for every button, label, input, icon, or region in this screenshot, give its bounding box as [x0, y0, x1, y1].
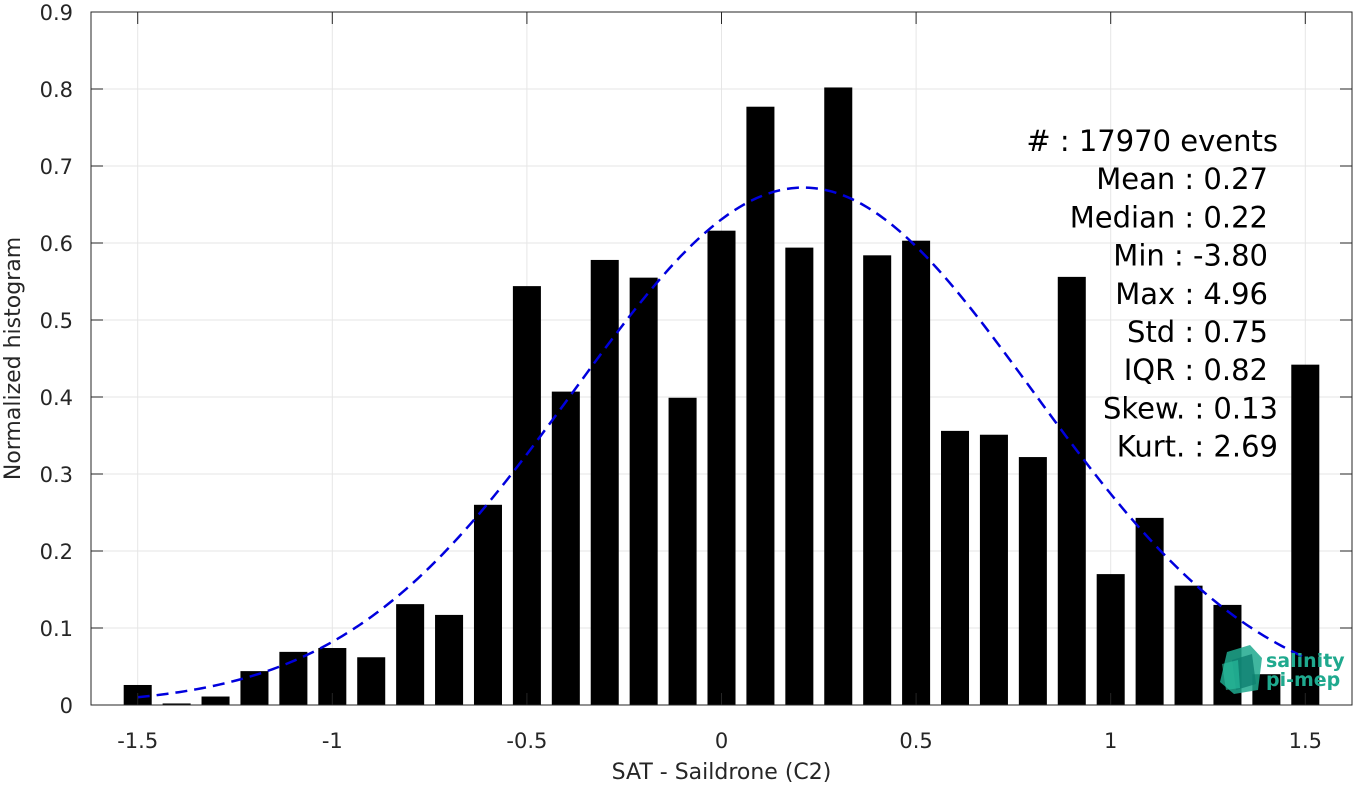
- logo-text-salinity: salinity: [1266, 650, 1345, 672]
- histogram-bar: [435, 614, 464, 705]
- histogram-bar: [1057, 276, 1086, 705]
- gaussian-fit-curve: [137, 186, 1306, 699]
- histogram-bar: [590, 259, 619, 705]
- histogram-bar: [473, 504, 502, 705]
- stat-line: IQR : 0.82: [1124, 353, 1268, 387]
- stat-line: Kurt. : 2.69: [1117, 430, 1278, 464]
- histogram-bar: [1174, 585, 1203, 705]
- histogram-bar: [824, 87, 853, 705]
- salinity-pi-mep-logo: salinity pi-mep: [1220, 645, 1345, 694]
- y-tick-label: 0.1: [40, 617, 73, 641]
- y-tick-label: 0.6: [40, 232, 73, 256]
- statistics-annotation: # : 17970 events Mean : 0.27 Median : 0.22…: [1026, 124, 1278, 464]
- x-tick-label: 1.5: [1289, 729, 1322, 753]
- stat-line: Min : -3.80: [1113, 239, 1268, 273]
- histogram-bar: [629, 277, 658, 705]
- histogram-bar: [707, 230, 736, 705]
- x-tick-label: -1: [322, 729, 343, 753]
- x-tick-label: 0: [715, 729, 728, 753]
- histogram-bar: [668, 397, 697, 705]
- x-axis-title: SAT - Saildrone (C2): [612, 760, 832, 785]
- histogram-bar: [396, 604, 425, 705]
- logo-mark-icon: [1220, 645, 1262, 694]
- histogram-bar: [1096, 574, 1125, 705]
- y-tick-label: 0.5: [40, 309, 73, 333]
- histogram-bar: [1135, 517, 1164, 705]
- histogram-bar: [162, 703, 191, 705]
- x-tick-label: 0.5: [899, 729, 932, 753]
- y-tick-labels: 0 0.1 0.2 0.3 0.4 0.5 0.6 0.7 0.8 0.9: [40, 1, 73, 718]
- histogram-bar: [902, 240, 931, 705]
- stat-line: Median : 0.22: [1070, 200, 1268, 234]
- histogram-bar: [201, 696, 230, 705]
- y-tick-label: 0.4: [40, 386, 73, 410]
- histogram-bar: [941, 430, 970, 705]
- y-tick-label: 0.3: [40, 463, 73, 487]
- stat-line: Skew. : 0.13: [1103, 391, 1278, 425]
- y-tick-label: 0.7: [40, 155, 73, 179]
- histogram-bars: [123, 87, 1320, 705]
- histogram-bar: [357, 657, 386, 705]
- x-tick-labels: -1.5 -1 -0.5 0 0.5 1 1.5: [117, 729, 1322, 753]
- stat-line: Std : 0.75: [1127, 315, 1268, 349]
- y-tick-label: 0.9: [40, 1, 73, 25]
- histogram-bar: [979, 434, 1008, 705]
- histogram-bar: [746, 106, 775, 705]
- histogram-bar: [512, 286, 541, 705]
- histogram-bar: [240, 671, 269, 705]
- stat-line: Mean : 0.27: [1096, 162, 1268, 196]
- y-tick-label: 0: [60, 694, 73, 718]
- logo-text-pi-mep: pi-mep: [1266, 669, 1340, 691]
- histogram-bar: [863, 255, 892, 705]
- x-tick-label: -0.5: [506, 729, 547, 753]
- x-tick-label: 1: [1104, 729, 1117, 753]
- stat-line: # : 17970 events: [1026, 124, 1278, 158]
- y-axis-title: Normalized histogram: [1, 237, 26, 480]
- histogram-bar: [1018, 457, 1047, 705]
- x-tick-label: -1.5: [117, 729, 158, 753]
- histogram-bar: [551, 391, 580, 705]
- axis-ticks: [91, 11, 1352, 706]
- y-tick-label: 0.8: [40, 78, 73, 102]
- histogram-bar: [785, 247, 814, 705]
- histogram-bar: [1291, 364, 1320, 705]
- y-tick-label: 0.2: [40, 540, 73, 564]
- stat-line: Max : 4.96: [1115, 277, 1268, 311]
